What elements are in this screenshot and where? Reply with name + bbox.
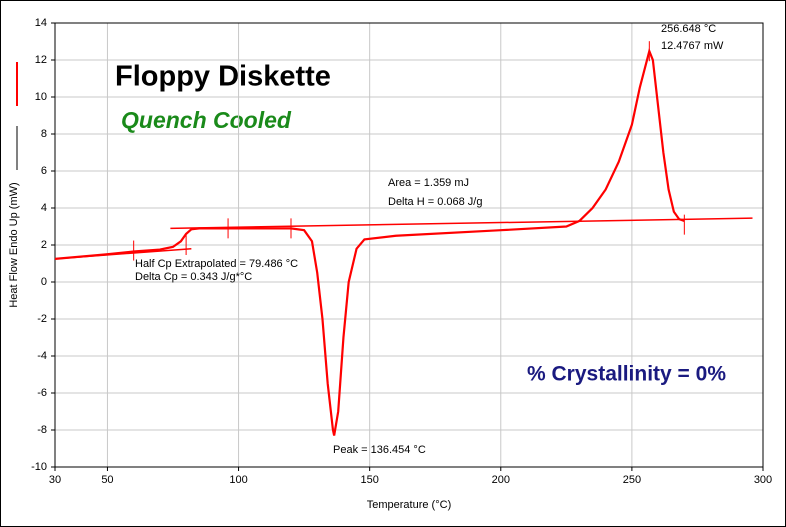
annotation: 256.648 °C	[661, 23, 716, 35]
y-tick-label: 8	[41, 128, 47, 140]
chart-subtitle: Quench Cooled	[121, 107, 292, 133]
chart-title: Floppy Diskette	[115, 61, 331, 93]
x-tick-label: 30	[49, 474, 61, 486]
x-tick-label: 250	[623, 474, 641, 486]
x-tick-label: 200	[492, 474, 510, 486]
x-tick-label: 50	[101, 474, 113, 486]
x-tick-label: 100	[229, 474, 247, 486]
y-axis-label: Heat Flow Endo Up (mW)	[8, 182, 20, 307]
x-tick-label: 150	[360, 474, 378, 486]
data-line	[54, 247, 192, 260]
x-tick-label: 300	[754, 474, 772, 486]
annotation: Half Cp Extrapolated = 79.486 °C	[135, 258, 298, 270]
y-tick-label: 2	[41, 239, 47, 251]
plot-area	[54, 22, 764, 468]
annotation: % Crystallinity = 0%	[527, 363, 726, 386]
y-tick-label: 4	[41, 202, 47, 214]
y-tick-label: 6	[41, 165, 47, 177]
y-tick-label: -2	[37, 313, 47, 325]
y-tick-label: -6	[37, 387, 47, 399]
y-tick-label: 10	[35, 91, 47, 103]
annotation: Peak = 136.454 °C	[333, 444, 426, 456]
data-line	[170, 217, 753, 230]
x-axis-label: Temperature (°C)	[367, 499, 451, 511]
y-tick-label: 0	[41, 276, 47, 288]
y-tick-label: -8	[37, 424, 47, 436]
annotation: Delta H = 0.068 J/g	[388, 196, 482, 208]
annotation: Area = 1.359 mJ	[388, 177, 469, 189]
y-tick-label: -4	[37, 350, 47, 362]
y-tick-label: 12	[35, 54, 47, 66]
annotation: 12.4767 mW	[661, 40, 724, 52]
annotation: Delta Cp = 0.343 J/g*°C	[135, 271, 252, 283]
data-line	[54, 47, 685, 436]
y-tick-label: -10	[31, 461, 47, 473]
y-tick-label: 14	[35, 17, 47, 29]
